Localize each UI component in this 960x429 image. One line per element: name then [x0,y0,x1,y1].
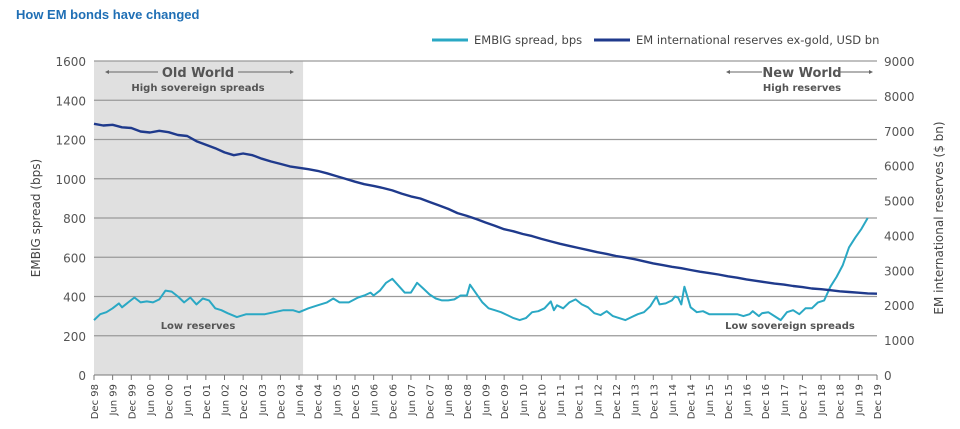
x-tick-label: Jun 11 [556,384,567,417]
legend: EMBIG spread, bps EM international reser… [432,33,879,47]
old-world-sublabel: High sovereign spreads [131,83,264,94]
new-world-annotation: New World High reserves [726,66,873,94]
low-spreads-label: Low sovereign spreads [725,321,855,332]
right-tick-label: 6000 [884,160,915,174]
x-tick-label: Jun 04 [295,384,306,417]
x-tick-label: Jun 17 [780,384,791,417]
old-world-arrowhead-left [105,70,109,74]
x-tick-label: Jun 10 [519,384,530,417]
right-tick-label: 9000 [884,55,915,69]
x-tick-label: Jun 01 [183,384,194,417]
x-tick-label: Dec 04 [314,384,325,419]
new-world-arrowhead-left [726,70,730,74]
left-tick-label: 1000 [55,173,86,187]
x-tick-label: Jun 09 [482,384,493,417]
right-tick-label: 7000 [884,125,915,139]
x-tick-label: Dec 07 [426,384,437,419]
x-tick-label: Jun 12 [593,384,604,417]
left-tick-label: 800 [63,212,86,226]
old-world-annotation: Old World High sovereign spreads [105,66,294,94]
right-tick-label: 4000 [884,229,915,243]
right-tick-label: 0 [884,369,892,383]
left-axis-ticks: 0 200 400 600 800 1000 1200 1400 1600 [55,55,86,383]
left-axis-title: EMBIG spread (bps) [29,159,43,277]
x-tick-label: Jun 02 [221,384,232,417]
x-tick-label: Dec 15 [724,384,735,419]
new-world-sublabel: High reserves [763,83,841,94]
old-world-arrowhead-right [290,70,294,74]
left-tick-label: 600 [63,251,86,265]
right-tick-label: 5000 [884,195,915,209]
legend-label-embig: EMBIG spread, bps [474,33,582,47]
x-tick-label: Jun 06 [370,384,381,417]
x-tick-label: Dec 06 [388,384,399,419]
x-tick-label: Dec 12 [612,384,623,419]
low-reserves-label: Low reserves [161,321,236,332]
x-tick-label: Dec 98 [90,384,101,419]
right-axis-title: EM international reserves ($ bn) [932,121,946,314]
left-tick-label: 200 [63,330,86,344]
chart-title: How EM bonds have changed [16,7,200,22]
x-tick-label: Jun 15 [705,384,716,417]
x-tick-label: Dec 03 [276,384,287,419]
x-tick-label: Dec 05 [351,384,362,419]
gridlines [94,60,877,337]
x-tick-label: Jun 08 [444,384,455,417]
x-tick-label: Dec 19 [873,384,884,419]
x-tick-label: Jun 07 [407,384,418,417]
x-tick-label: Jun 00 [146,384,157,417]
x-tick-label: Dec 17 [798,384,809,419]
right-tick-label: 3000 [884,264,915,278]
x-tick-label: Jun 14 [668,384,679,417]
x-tick-label: Jun 05 [332,384,343,417]
x-tick-label: Dec 11 [575,384,586,419]
x-tick-label: Dec 10 [537,384,548,419]
left-tick-label: 1400 [55,94,86,108]
right-tick-label: 2000 [884,299,915,313]
right-tick-label: 1000 [884,334,915,348]
old-world-label: Old World [162,66,234,81]
reserves-line [93,122,878,295]
x-tick-label: Jun 18 [817,384,828,417]
x-tick-label: Jun 16 [743,384,754,417]
x-tick-label: Jun 99 [109,384,120,417]
x-axis: Dec 98 Jun 99 Dec 99 Jun 00 Dec 00 Jun 01 Dec … [90,374,884,419]
x-tick-label: Dec 02 [239,384,250,419]
x-tick-label: Dec 13 [649,384,660,419]
new-world-label: New World [762,66,841,81]
left-tick-label: 1200 [55,134,86,148]
x-tick-label: Jun 19 [854,384,865,417]
x-tick-label: Dec 09 [500,384,511,419]
left-tick-label: 400 [63,291,86,305]
x-tick-label: Dec 00 [165,384,176,419]
embig-spread-line [93,217,869,322]
x-tick-label: Dec 99 [127,384,138,419]
new-world-arrowhead-right [869,70,873,74]
right-tick-label: 8000 [884,90,915,104]
left-tick-label: 1600 [55,55,86,69]
x-tick-label: Dec 08 [463,384,474,419]
x-tick-label: Dec 14 [687,384,698,419]
series-lines [93,122,878,322]
x-tick-label: Dec 16 [761,384,772,419]
x-tick-label: Jun 03 [258,384,269,417]
left-tick-label: 0 [78,369,86,383]
legend-label-reserves: EM international reserves ex-gold, USD b… [636,33,879,47]
x-tick-label: Dec 18 [836,384,847,419]
x-tick-label: Dec 01 [202,384,213,419]
x-tick-label: Jun 13 [631,384,642,417]
right-axis-ticks: 0 1000 2000 3000 4000 5000 6000 7000 8000 9000 [884,55,915,383]
